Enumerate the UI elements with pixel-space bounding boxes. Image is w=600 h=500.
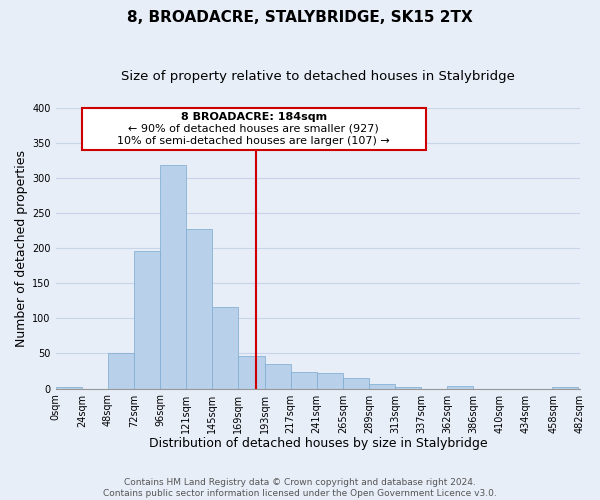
Text: 8 BROADACRE: 184sqm: 8 BROADACRE: 184sqm xyxy=(181,112,327,122)
FancyBboxPatch shape xyxy=(82,108,425,150)
Bar xyxy=(395,387,421,388)
Bar xyxy=(212,307,238,388)
Bar xyxy=(56,387,82,388)
Bar xyxy=(186,228,212,388)
Bar xyxy=(369,384,395,388)
Y-axis label: Number of detached properties: Number of detached properties xyxy=(15,150,28,346)
Bar xyxy=(343,378,369,388)
Bar xyxy=(317,373,343,388)
Bar xyxy=(108,353,134,388)
Bar xyxy=(134,251,160,388)
Bar xyxy=(447,386,473,388)
Text: Contains HM Land Registry data © Crown copyright and database right 2024.
Contai: Contains HM Land Registry data © Crown c… xyxy=(103,478,497,498)
Bar xyxy=(290,372,317,388)
Bar xyxy=(265,364,290,388)
Text: ← 90% of detached houses are smaller (927): ← 90% of detached houses are smaller (92… xyxy=(128,124,379,134)
Text: 8, BROADACRE, STALYBRIDGE, SK15 2TX: 8, BROADACRE, STALYBRIDGE, SK15 2TX xyxy=(127,10,473,25)
Text: 10% of semi-detached houses are larger (107) →: 10% of semi-detached houses are larger (… xyxy=(117,136,390,145)
Title: Size of property relative to detached houses in Stalybridge: Size of property relative to detached ho… xyxy=(121,70,515,83)
X-axis label: Distribution of detached houses by size in Stalybridge: Distribution of detached houses by size … xyxy=(149,437,487,450)
Bar xyxy=(552,387,578,388)
Bar xyxy=(238,356,265,388)
Bar xyxy=(160,166,186,388)
